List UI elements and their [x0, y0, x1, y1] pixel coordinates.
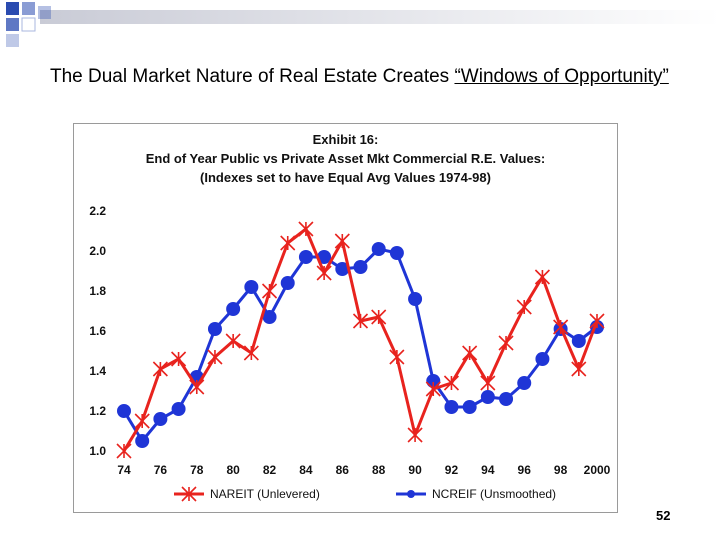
ncreif-point: [480, 390, 495, 404]
nareit-point: [316, 265, 332, 281]
ncreif-point: [171, 402, 186, 416]
nareit-point: [334, 233, 350, 249]
ncreif-point: [371, 242, 386, 256]
nareit-point: [443, 375, 460, 391]
decor-square: [38, 6, 51, 19]
nareit-point: [516, 299, 532, 315]
y-tick-label: 1.8: [89, 284, 106, 298]
nareit-point: [225, 333, 241, 349]
chart-plot: 1.0 1.2 1.4 1.6 1.8 2.0 2.2 74 76 78 80 82 84 86 88 90 9…: [89, 204, 611, 502]
chart-legend: NAREIT (Unlevered) NCREIF (Unsmoothed): [174, 486, 556, 502]
nareit-point: [207, 349, 223, 365]
nareit-point: [553, 319, 569, 335]
x-tick-label: 92: [445, 463, 459, 477]
y-tick-label: 1.4: [89, 364, 106, 378]
x-tick-label: 96: [518, 463, 532, 477]
ncreif-point: [535, 352, 550, 366]
ncreif-point: [571, 334, 586, 348]
decor-square: [6, 34, 19, 47]
x-tick-label: 88: [372, 463, 386, 477]
chart-subtitle: End of Year Public vs Private Asset Mkt …: [145, 151, 546, 166]
y-tick-label: 1.2: [89, 404, 106, 418]
header-bar: [40, 10, 720, 24]
decor-square: [22, 2, 35, 15]
x-tick-label: 94: [481, 463, 495, 477]
chart-title: Exhibit 16:: [312, 132, 379, 147]
slide-decoration: [6, 2, 720, 47]
ncreif-point: [226, 302, 241, 316]
x-tick-label: 80: [226, 463, 240, 477]
y-tick-label: 1.0: [89, 444, 106, 458]
chart-titles: Exhibit 16: End of Year Public vs Privat…: [74, 130, 617, 187]
ncreif-point: [280, 276, 295, 290]
slide-title-text: The Dual Market Nature of Real Estate Cr…: [50, 66, 455, 87]
legend-nareit-label: NAREIT (Unlevered): [210, 487, 320, 501]
nareit-point: [116, 443, 132, 459]
nareit-point: [152, 361, 168, 377]
x-tick-label: 76: [154, 463, 168, 477]
legend-ncreif-marker: [407, 490, 415, 498]
nareit-point: [407, 427, 423, 443]
ncreif-point: [408, 292, 423, 306]
decor-square: [6, 2, 19, 15]
ncreif-point: [262, 310, 277, 324]
x-tick-label: 2000: [584, 463, 611, 477]
x-tick-label: 84: [299, 463, 313, 477]
ncreif-point: [517, 376, 532, 390]
ncreif-point: [207, 322, 222, 336]
legend-nareit-marker: [181, 486, 197, 502]
nareit-point: [261, 283, 278, 299]
decor-square: [21, 17, 36, 32]
ncreif-point: [499, 392, 514, 406]
nareit-point: [243, 345, 259, 361]
nareit-point: [189, 379, 205, 395]
nareit-point: [462, 345, 478, 361]
nareit-point: [589, 313, 605, 329]
nareit-point: [425, 381, 441, 397]
x-tick-label: 86: [336, 463, 350, 477]
y-tick-label: 2.0: [89, 244, 106, 258]
page-number: 52: [656, 508, 671, 523]
nareit-point: [352, 313, 369, 329]
ncreif-point: [389, 246, 404, 260]
x-tick-label: 90: [408, 463, 422, 477]
ncreif-point: [462, 400, 477, 414]
chart-frame: Exhibit 16: End of Year Public vs Privat…: [73, 123, 618, 513]
nareit-point: [534, 269, 550, 285]
ncreif-point: [298, 250, 313, 264]
ncreif-point: [244, 280, 259, 294]
legend-ncreif-label: NCREIF (Unsmoothed): [432, 487, 556, 501]
nareit-point: [134, 413, 150, 429]
ncreif-point: [335, 262, 350, 276]
x-tick-label: 82: [263, 463, 277, 477]
ncreif-line: [122, 247, 598, 443]
ncreif-point: [117, 404, 131, 418]
nareit-point: [371, 309, 387, 325]
decor-square: [6, 18, 19, 31]
nareit-point: [280, 235, 296, 251]
nareit-point: [298, 221, 314, 237]
y-tick-label: 2.2: [89, 204, 106, 218]
nareit-point: [171, 351, 187, 367]
nareit-point: [480, 375, 496, 391]
ncreif-point: [153, 412, 168, 426]
nareit-point: [571, 361, 587, 377]
nareit-point: [389, 349, 405, 365]
x-tick-label: 78: [190, 463, 204, 477]
x-tick-label: 74: [117, 463, 131, 477]
slide-title-underlined: “Windows of Opportunity”: [454, 66, 669, 87]
chart-subtitle-2: (Indexes set to have Equal Avg Values 19…: [200, 170, 491, 185]
nareit-point: [498, 335, 514, 351]
slide-title: The Dual Market Nature of Real Estate Cr…: [50, 66, 710, 88]
y-tick-label: 1.6: [89, 324, 106, 338]
ncreif-point: [317, 250, 332, 264]
x-tick-label: 98: [554, 463, 568, 477]
ncreif-point: [353, 260, 368, 274]
ncreif-point: [444, 400, 459, 414]
ncreif-point: [135, 434, 150, 448]
